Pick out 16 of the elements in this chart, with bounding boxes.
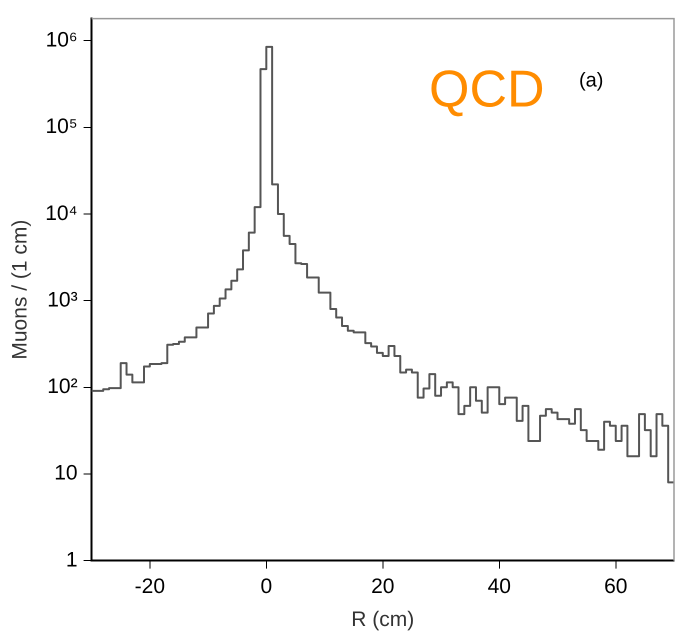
y-tick-label: 1 [66,548,78,572]
y-tick-label: 10³ [47,288,78,312]
x-axis-title: R (cm) [351,608,414,632]
y-tick-label: 10 [54,462,78,485]
x-tick-label: 0 [260,574,272,598]
annotation: (a) [579,70,604,92]
y-tick-label: 10⁵ [46,115,78,138]
x-tick-label: 20 [371,574,394,598]
x-tick-label: 40 [488,574,511,598]
y-tick-label: 10⁶ [46,28,78,52]
y-axis-title: Muons / (1 cm) [8,220,32,360]
x-tick-label: -20 [134,574,166,598]
annotation: QCD [429,60,545,119]
x-tick-label: 60 [604,574,628,598]
y-tick-label: 10² [47,375,78,398]
y-tick-label: 10⁴ [45,202,78,225]
